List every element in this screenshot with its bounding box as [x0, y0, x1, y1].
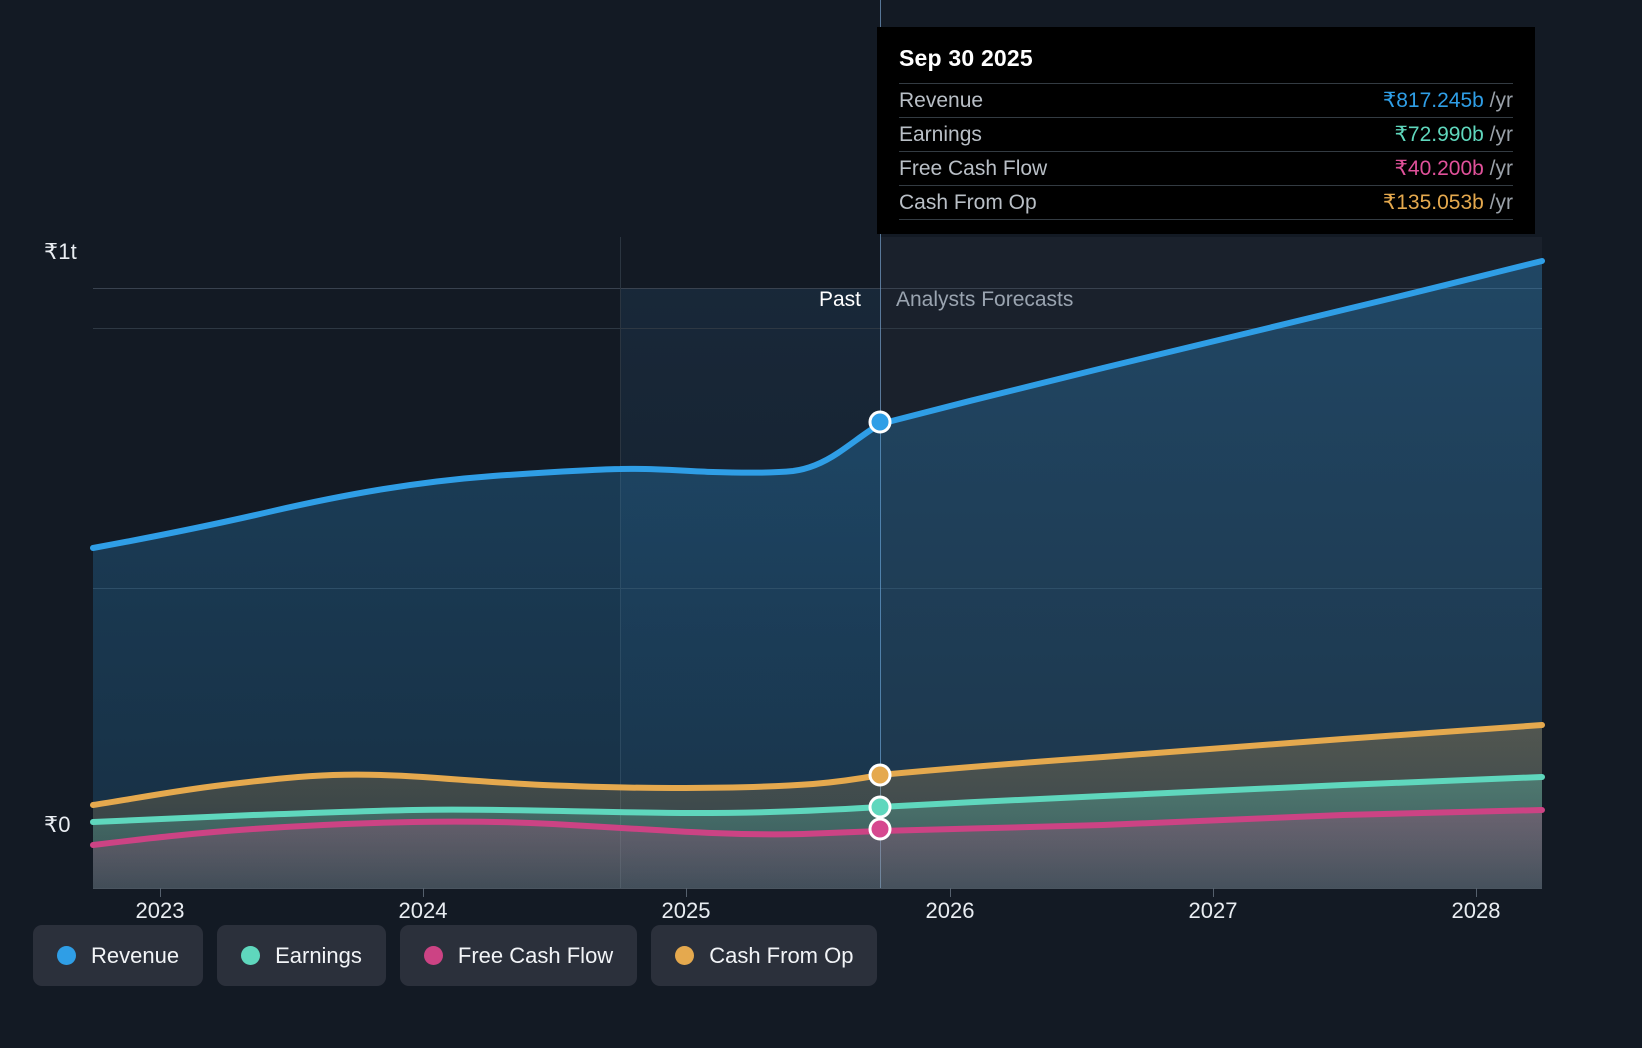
tooltip-bottom-rule [899, 219, 1513, 224]
tooltip-value-free-cash-flow: ₹40.200b [1394, 157, 1484, 180]
legend-item-free-cash-flow[interactable]: Free Cash Flow [399, 925, 638, 986]
x-axis-tick [1476, 888, 1477, 897]
tooltip-label-cash-from-op: Cash From Op [899, 190, 1037, 214]
legend-dot-icon-cash-from-op [675, 946, 695, 965]
revenue-data-point-marker[interactable] [868, 410, 892, 434]
y-axis-label-zero: ₹0 [44, 812, 71, 837]
tooltip-date: Sep 30 2025 [899, 45, 1033, 71]
tooltip-row-earnings: Earnings ₹72.990b /yr [899, 117, 1513, 151]
tooltip-label-free-cash-flow: Free Cash Flow [899, 156, 1048, 180]
tooltip-row-revenue: Revenue ₹817.245b /yr [899, 83, 1513, 117]
x-axis-line [93, 888, 1542, 889]
chart-legend: Revenue Earnings Free Cash Flow Cash Fro… [33, 925, 878, 986]
legend-label-free-cash-flow: Free Cash Flow [457, 942, 614, 968]
forecast-segment-label: Analysts Forecasts [896, 288, 1074, 311]
series-paths [90, 258, 1545, 888]
x-axis-tick [950, 888, 951, 897]
gridline [93, 288, 1542, 289]
x-axis-tick [160, 888, 161, 897]
tooltip-unit-cash-from-op: /yr [1489, 191, 1513, 214]
x-axis-label-2027: 2027 [1188, 898, 1238, 923]
earnings-data-point-marker[interactable] [868, 795, 892, 819]
tooltip-row-free-cash-flow: Free Cash Flow ₹40.200b /yr [899, 151, 1513, 185]
revenue-area [93, 261, 1542, 888]
past-segment-label: Past [819, 288, 862, 311]
free-cash-flow-line [90, 807, 1545, 848]
x-axis-label-2028: 2028 [1451, 898, 1501, 923]
legend-dot-icon-earnings [241, 946, 261, 965]
tooltip-row-cash-from-op: Cash From Op ₹135.053b /yr [899, 185, 1513, 219]
tooltip-label-revenue: Revenue [899, 88, 984, 112]
x-axis-label-2024: 2024 [398, 898, 448, 923]
cash-from-op-data-point-marker[interactable] [868, 763, 892, 787]
legend-label-earnings: Earnings [275, 942, 362, 968]
x-axis-tick [686, 888, 687, 897]
x-axis-label-2025: 2025 [661, 898, 711, 923]
tooltip-value-earnings: ₹72.990b [1394, 123, 1484, 146]
tooltip-unit-earnings: /yr [1489, 123, 1513, 146]
cash-from-op-line [90, 722, 1545, 808]
tooltip-value-revenue: ₹817.245b [1382, 89, 1484, 112]
tooltip-unit-free-cash-flow: /yr [1489, 157, 1513, 180]
x-axis-label-2026: 2026 [925, 898, 975, 923]
gridline [93, 328, 1542, 329]
legend-item-earnings[interactable]: Earnings [217, 925, 386, 986]
legend-dot-icon-free-cash-flow [423, 946, 443, 965]
x-axis-tick [423, 888, 424, 897]
legend-label-revenue: Revenue [91, 942, 180, 968]
free-cash-flow-data-point-marker[interactable] [868, 817, 892, 841]
tooltip-value-cash-from-op: ₹135.053b [1382, 191, 1484, 214]
legend-item-cash-from-op[interactable]: Cash From Op [651, 925, 878, 986]
legend-label-cash-from-op: Cash From Op [709, 942, 854, 968]
legend-item-revenue[interactable]: Revenue [33, 925, 204, 986]
legend-dot-icon-revenue [57, 946, 76, 965]
tooltip-label-earnings: Earnings [899, 122, 982, 146]
free-cash-flow-area [93, 810, 1542, 888]
chart-plot-area [90, 0, 1545, 889]
x-axis-tick [1213, 888, 1214, 897]
revenue-line [90, 258, 1545, 551]
earnings-line [90, 774, 1545, 825]
tooltip-unit-revenue: /yr [1489, 89, 1513, 112]
y-axis-label-top: ₹1t [44, 239, 77, 264]
x-axis-label-2023: 2023 [135, 898, 185, 923]
chart-tooltip: Sep 30 2025 Revenue ₹817.245b /yr Earnin… [877, 27, 1535, 234]
